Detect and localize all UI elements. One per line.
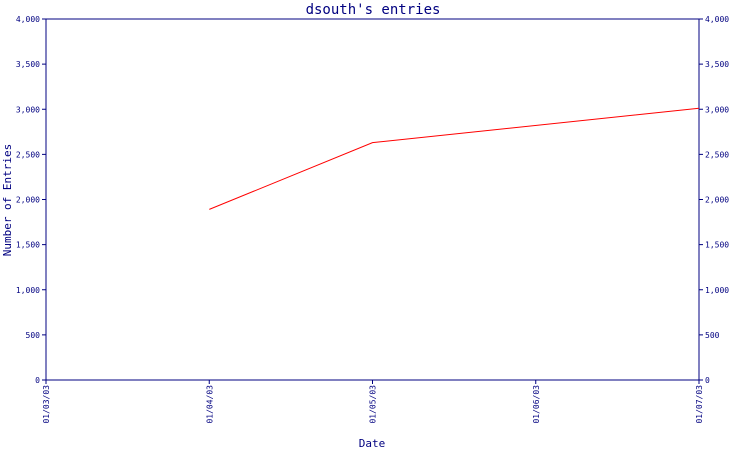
chart-title: dsouth's entries [306, 2, 441, 18]
y-axis-left: 0 500 1,000 1,500 2,000 2,500 3,000 3,500 4,000 [16, 15, 46, 385]
y-tick-label-right: 4,000 [705, 15, 729, 24]
y-tick-label-left: 4,000 [16, 15, 40, 24]
y-tick-label-left: 3,000 [16, 105, 40, 114]
y-tick-label-left: 1,000 [16, 286, 40, 295]
x-tick-label: 01/06/03 [532, 385, 541, 424]
y-tick-label-left: 0 [35, 376, 40, 385]
x-axis-label: Date [359, 437, 386, 450]
x-tick-label: 01/05/03 [369, 385, 378, 424]
y-tick-label-left: 2,500 [16, 150, 40, 159]
y-tick-label-left: 1,500 [16, 241, 40, 250]
y-tick-label-right: 1,000 [705, 286, 729, 295]
x-tick-label: 01/04/03 [205, 385, 214, 424]
y-tick-label-left: 3,500 [16, 60, 40, 69]
y-tick-label-right: 2,000 [705, 196, 729, 205]
y-axis-right: 0 500 1,000 1,500 2,000 2,500 3,000 3,500 4,000 [699, 15, 729, 385]
y-tick-label-right: 0 [705, 376, 710, 385]
plot-area [45, 18, 700, 381]
y-tick-label-right: 2,500 [705, 150, 729, 159]
y-tick-label-right: 1,500 [705, 241, 729, 250]
y-tick-label-right: 500 [705, 331, 720, 340]
y-axis-label: Number of Entries [1, 144, 14, 257]
series-line [209, 107, 700, 210]
x-tick-label: 01/07/03 [695, 385, 704, 424]
x-tick-label: 01/03/03 [42, 385, 51, 424]
y-tick-label-left: 500 [26, 331, 41, 340]
series-group [209, 107, 700, 210]
y-tick-label-right: 3,000 [705, 105, 729, 114]
y-tick-label-right: 3,500 [705, 60, 729, 69]
y-tick-label-left: 2,000 [16, 196, 40, 205]
x-axis: 01/03/03 01/04/03 01/05/03 01/06/03 01/07/03 [42, 380, 704, 424]
